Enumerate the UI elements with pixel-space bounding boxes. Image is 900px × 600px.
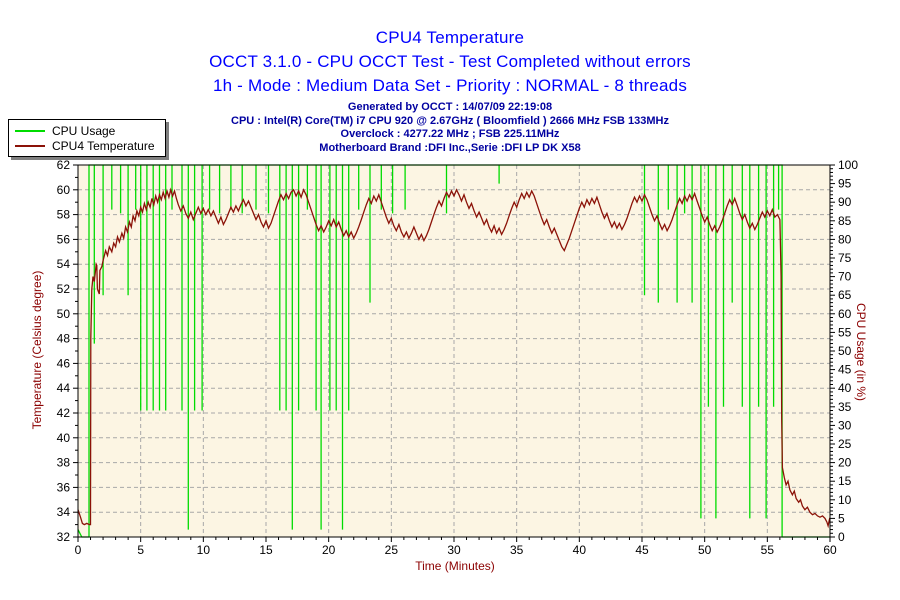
- x-tick-label: 20: [322, 543, 336, 557]
- temp-tick-label: 42: [57, 406, 71, 420]
- x-tick-label: 35: [510, 543, 524, 557]
- x-tick-label: 0: [75, 543, 82, 557]
- usage-tick-label: 15: [838, 474, 852, 488]
- temp-tick-label: 54: [57, 257, 71, 271]
- usage-tick-label: 70: [838, 270, 852, 284]
- x-tick-label: 55: [761, 543, 775, 557]
- temp-tick-label: 52: [57, 282, 71, 296]
- usage-tick-label: 20: [838, 456, 852, 470]
- temp-tick-label: 44: [57, 381, 71, 395]
- subtitle-test-config: 1h - Mode : Medium Data Set - Priority :…: [212, 76, 688, 95]
- temperature-series-line: [77, 187, 831, 529]
- usage-tick-label: 45: [838, 363, 852, 377]
- info-generated: Generated by OCCT : 14/07/09 22:19:08: [347, 101, 553, 113]
- temp-tick-label: 40: [57, 431, 71, 445]
- usage-tick-label: 25: [838, 437, 852, 451]
- usage-tick-label: 85: [838, 214, 852, 228]
- temp-tick-label: 34: [57, 505, 71, 519]
- temp-tick-label: 46: [57, 356, 71, 370]
- x-tick-label: 15: [259, 543, 273, 557]
- x-tick-label: 60: [823, 543, 837, 557]
- usage-tick-label: 0: [838, 530, 845, 544]
- y-axis-title-cpu-usage: CPU Usage (in %): [854, 302, 868, 402]
- info-cpu: CPU : Intel(R) Core(TM) i7 CPU 920 @ 2.6…: [231, 114, 669, 127]
- legend-box: CPU Usage CPU4 Temperature: [8, 119, 166, 157]
- legend-label: CPU4 Temperature: [52, 138, 155, 153]
- usage-tick-label: 35: [838, 400, 852, 414]
- system-info-block: Generated by OCCT : 14/07/09 22:19:08 CP…: [0, 101, 900, 155]
- x-tick-label: 25: [385, 543, 399, 557]
- usage-tick-label: 10: [838, 493, 852, 507]
- info-motherboard: Motherboard Brand :DFI Inc.,Serie :DFI L…: [319, 141, 581, 154]
- usage-tick-label: 65: [838, 288, 852, 302]
- temp-tick-label: 56: [57, 232, 71, 246]
- x-tick-label: 45: [635, 543, 649, 557]
- legend-item-cpu-usage: CPU Usage: [15, 123, 155, 138]
- legend-line-sample-darkred: [15, 144, 45, 147]
- x-tick-label: 10: [197, 543, 211, 557]
- usage-tick-label: 80: [838, 232, 852, 246]
- usage-tick-label: 40: [838, 381, 852, 395]
- legend-item-cpu4-temperature: CPU4 Temperature: [15, 138, 155, 153]
- chart-header: CPU4 Temperature OCCT 3.1.0 - CPU OCCT T…: [0, 26, 900, 98]
- temp-tick-label: 62: [57, 158, 71, 172]
- info-overclock: Overclock : 4277.22 MHz ; FSB 225.11MHz: [340, 128, 560, 140]
- temp-tick-label: 36: [57, 480, 71, 494]
- y-axis-title-temperature: Temperature (Celsius degree): [30, 270, 44, 430]
- usage-tick-label: 50: [838, 344, 852, 358]
- x-tick-label: 50: [698, 543, 712, 557]
- temp-tick-label: 50: [57, 307, 71, 321]
- usage-tick-label: 90: [838, 195, 852, 209]
- temp-tick-label: 60: [57, 183, 71, 197]
- usage-tick-label: 30: [838, 418, 852, 432]
- temp-tick-label: 58: [57, 208, 71, 222]
- legend-line-sample-green: [15, 129, 45, 132]
- page-title: CPU4 Temperature: [375, 28, 525, 47]
- usage-tick-label: 60: [838, 307, 852, 321]
- usage-tick-label: 55: [838, 325, 852, 339]
- temp-tick-label: 38: [57, 456, 71, 470]
- x-tick-label: 30: [447, 543, 461, 557]
- x-tick-label: 5: [137, 543, 144, 557]
- x-tick-label: 40: [573, 543, 587, 557]
- usage-tick-label: 95: [838, 177, 852, 191]
- usage-tick-label: 100: [838, 158, 858, 172]
- legend-label: CPU Usage: [52, 123, 116, 138]
- usage-tick-label: 5: [838, 511, 845, 525]
- x-axis-title-time: Time (Minutes): [415, 559, 495, 573]
- temp-tick-label: 48: [57, 332, 71, 346]
- usage-tick-label: 75: [838, 251, 852, 265]
- temp-tick-label: 32: [57, 530, 71, 544]
- subtitle-test-result: OCCT 3.1.0 - CPU OCCT Test - Test Comple…: [209, 52, 691, 71]
